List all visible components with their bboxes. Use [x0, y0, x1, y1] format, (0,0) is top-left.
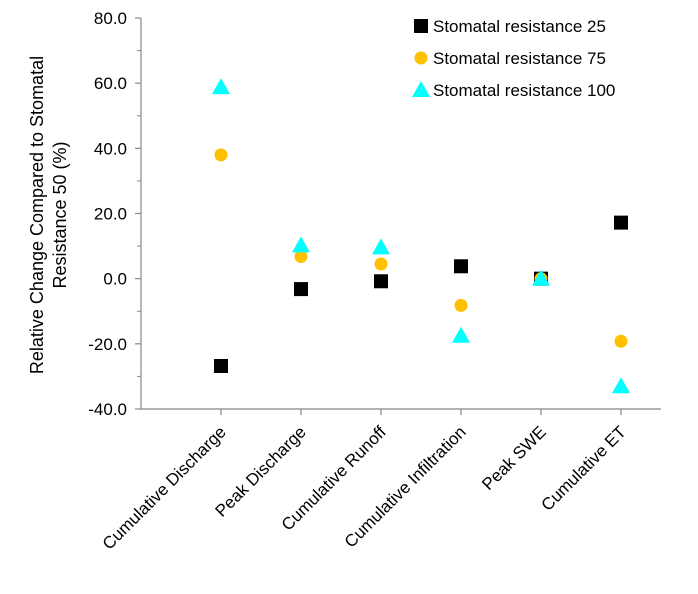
- legend-label: Stomatal resistance 75: [433, 49, 606, 68]
- y-tick-label: 20.0: [94, 205, 127, 224]
- y-tick-label: 40.0: [94, 139, 127, 158]
- legend-marker-circle: [414, 51, 428, 65]
- legend-label: Stomatal resistance 25: [433, 17, 606, 36]
- data-point-triangle: [372, 238, 390, 255]
- data-points: [212, 78, 630, 394]
- data-point-triangle: [212, 78, 230, 95]
- data-point-circle: [294, 250, 308, 264]
- data-point-square: [374, 274, 388, 289]
- legend-marker-triangle: [412, 81, 430, 97]
- data-point-square: [614, 215, 628, 230]
- axes: [135, 17, 661, 415]
- y-axis-title-line-1: Relative Change Compared to Stomatal: [27, 56, 47, 374]
- data-point-triangle: [612, 377, 630, 394]
- data-point-circle: [454, 298, 468, 312]
- category-label: Cumulative Discharge: [99, 422, 230, 553]
- data-point-square: [454, 259, 468, 274]
- series-2: [214, 148, 628, 348]
- y-tick-label: -20.0: [88, 335, 127, 354]
- data-point-triangle: [292, 236, 310, 253]
- y-tick-label: 0.0: [103, 270, 127, 289]
- y-axis-title: Relative Change Compared to Stomatal Res…: [27, 56, 70, 374]
- y-axis-title-line-2: Resistance 50 (%): [50, 141, 70, 288]
- legend-label: Stomatal resistance 100: [433, 81, 615, 100]
- data-point-triangle: [452, 326, 470, 343]
- series-1: [214, 215, 628, 373]
- data-point-square: [214, 358, 228, 373]
- series-3: [212, 78, 630, 394]
- data-point-circle: [374, 257, 388, 271]
- legend: Stomatal resistance 25 Stomatal resistanc…: [412, 17, 615, 100]
- y-tick-labels: 80.0 60.0 40.0 20.0 0.0 -20.0 -40.0: [88, 9, 127, 419]
- data-point-triangle: [532, 269, 550, 286]
- y-tick-label: 60.0: [94, 74, 127, 93]
- category-label: Peak SWE: [478, 422, 550, 494]
- y-tick-label: 80.0: [94, 9, 127, 28]
- data-point-circle: [614, 334, 628, 348]
- data-point-square: [294, 282, 308, 297]
- legend-marker-square: [414, 19, 428, 33]
- y-tick-label: -40.0: [88, 400, 127, 419]
- category-label: Cumulative ET: [538, 422, 630, 514]
- data-point-circle: [214, 148, 228, 162]
